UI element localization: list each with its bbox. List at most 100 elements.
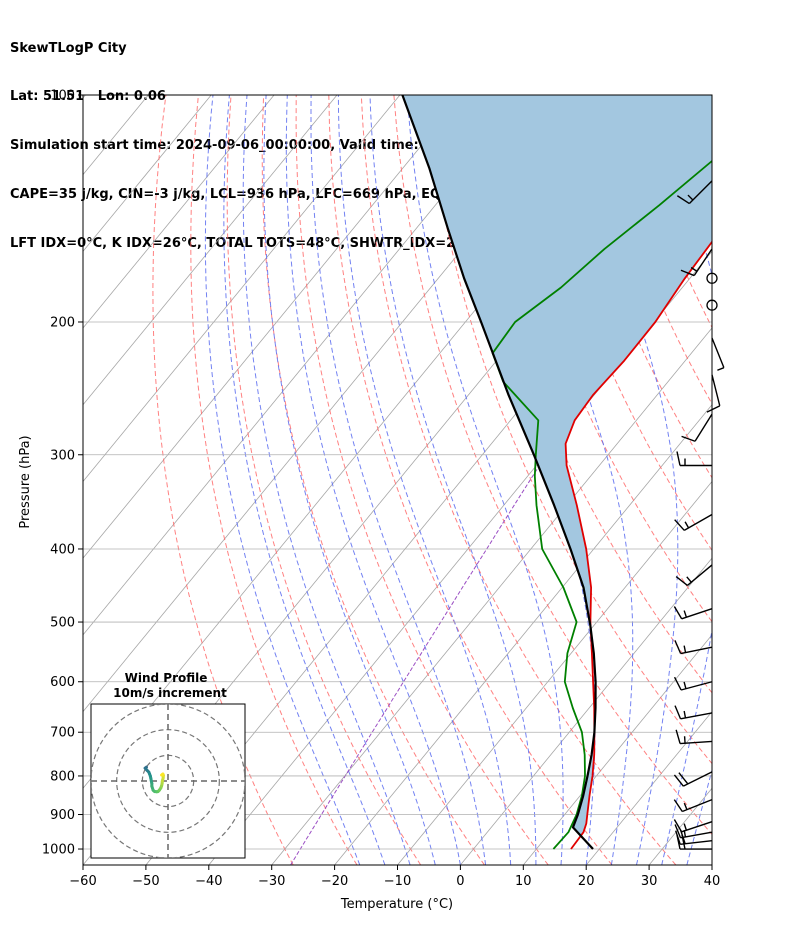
wind-barb-half-feather [687,194,694,201]
wind-barb-half-feather [690,266,698,272]
wind-barb-half-feather [683,802,688,810]
y-tick-label: 500 [50,616,75,631]
wind-barb-feather [681,435,696,442]
isotherm-line [271,327,712,865]
x-tick-label: 20 [578,874,595,889]
moist-adiabat-line [223,95,386,865]
x-axis-label: Temperature (°C) [340,897,453,912]
wind-barb-half-feather [683,610,688,618]
wind-barb-feather [676,834,681,850]
hodograph-title: Wind Profile [125,671,208,685]
x-tick-label: −20 [321,874,348,889]
isotherm-line [711,864,712,865]
isotherm-line [83,95,86,99]
wind-barbs [673,180,725,850]
dry-adiabat-line [152,95,294,865]
isotherm-line [83,95,275,329]
wind-barb-feather [675,729,681,744]
hodograph-subtitle: 10m/s increment [113,686,227,700]
x-tick-label: 30 [641,874,658,889]
y-tick-label: 300 [50,448,75,463]
isotherm-line [460,557,712,865]
dry-adiabat-line [295,95,549,865]
x-tick-label: −30 [258,874,285,889]
wind-barb-half-feather [717,367,725,371]
isotherm-line [397,480,712,865]
moist-adiabat-line [285,95,461,865]
dry-adiabat-line [190,95,358,865]
y-axis-label: Pressure (hPa) [18,435,33,528]
isotherm-line [334,404,712,865]
background-reference-lines [83,95,794,865]
chart-title: SkewTLogP City [10,40,127,56]
isotherm-line [83,95,212,252]
wind-barb-feather [676,451,681,466]
location-line: Lat: 51.51 Lon: 0.06 [10,89,166,105]
wind-barb-half-feather [684,521,690,529]
moist-adiabat-line [573,95,679,865]
y-tick-label: 600 [50,675,75,690]
moist-adiabat-line [711,863,712,865]
wind-barb-shaft [694,413,713,442]
moist-adiabat-line [310,95,487,865]
cape-area [402,95,712,849]
x-tick-label: 10 [515,874,532,889]
isotherm-line [208,250,712,865]
wind-barb-feather [680,269,695,277]
cape-shading-layer [402,95,712,849]
wind-barb-feather [673,676,682,691]
dry-adiabat-line [261,95,485,865]
dry-adiabat-line [360,95,677,865]
wind-barb-feather [673,774,684,787]
wind-barb-feather [674,519,685,531]
isotherm-line [775,95,794,865]
isotherm-line [83,95,401,483]
calm-wind-circle [706,272,718,284]
x-tick-label: 0 [456,874,464,889]
wind-barb-feather [675,576,688,586]
wind-barb-feather [673,606,683,620]
hodograph-rings [91,704,245,858]
wind-barb-feather [706,405,721,413]
wind-barb-feather [678,772,689,785]
wind-barb-feather [676,195,690,205]
wind-barb-half-feather [686,576,692,583]
y-axis-ticks: 1000 900 800 700 600 500 400 300 200 100 [42,89,83,858]
y-tick-label: 100 [50,89,75,104]
moist-adiabat-line [204,95,361,865]
isotherm-line [83,95,338,406]
hodograph-inset: Wind Profile 10m/s increment [90,671,246,859]
dewpoint-line [491,159,712,850]
x-tick-label: 40 [704,874,721,889]
wind-barb-feather [674,824,682,839]
y-tick-label: 800 [50,769,75,784]
dry-adiabat-line [720,95,794,865]
dry-adiabat-line [328,95,613,865]
wind-barb-feather [673,819,683,833]
index-params-line: LFT IDX=0°C, K IDX=26°C, TOTAL TOTS=48°C… [10,236,472,252]
isotherm-line [83,95,527,636]
y-tick-label: 700 [50,726,75,741]
wind-barb-half-feather [683,823,688,831]
moist-adiabat-line [406,95,564,865]
hodograph-trace [143,765,165,794]
dry-adiabat-line [226,95,422,865]
moist-adiabat-line [369,95,537,865]
wind-barb-shaft [681,821,713,833]
x-axis-ticks: −60 −50 −40 −30 −20 −10 0 10 20 30 40 [69,865,720,889]
isotherm-line [83,95,464,559]
moist-adiabat-line [506,95,634,865]
wind-barb-shaft [686,564,713,586]
dry-adiabat-line [426,95,712,765]
y-tick-label: 200 [50,315,75,330]
wind-barb-half-feather [683,710,687,719]
moist-adiabat-line [337,95,512,865]
hodograph-segment [160,772,165,777]
y-tick-label: 1000 [42,843,75,858]
wind-barb-half-feather [683,681,687,689]
wind-barb-shaft [680,840,713,845]
dry-adiabat-line [393,95,712,836]
moist-adiabat-line [263,95,436,865]
calm-wind-circle [706,299,718,311]
